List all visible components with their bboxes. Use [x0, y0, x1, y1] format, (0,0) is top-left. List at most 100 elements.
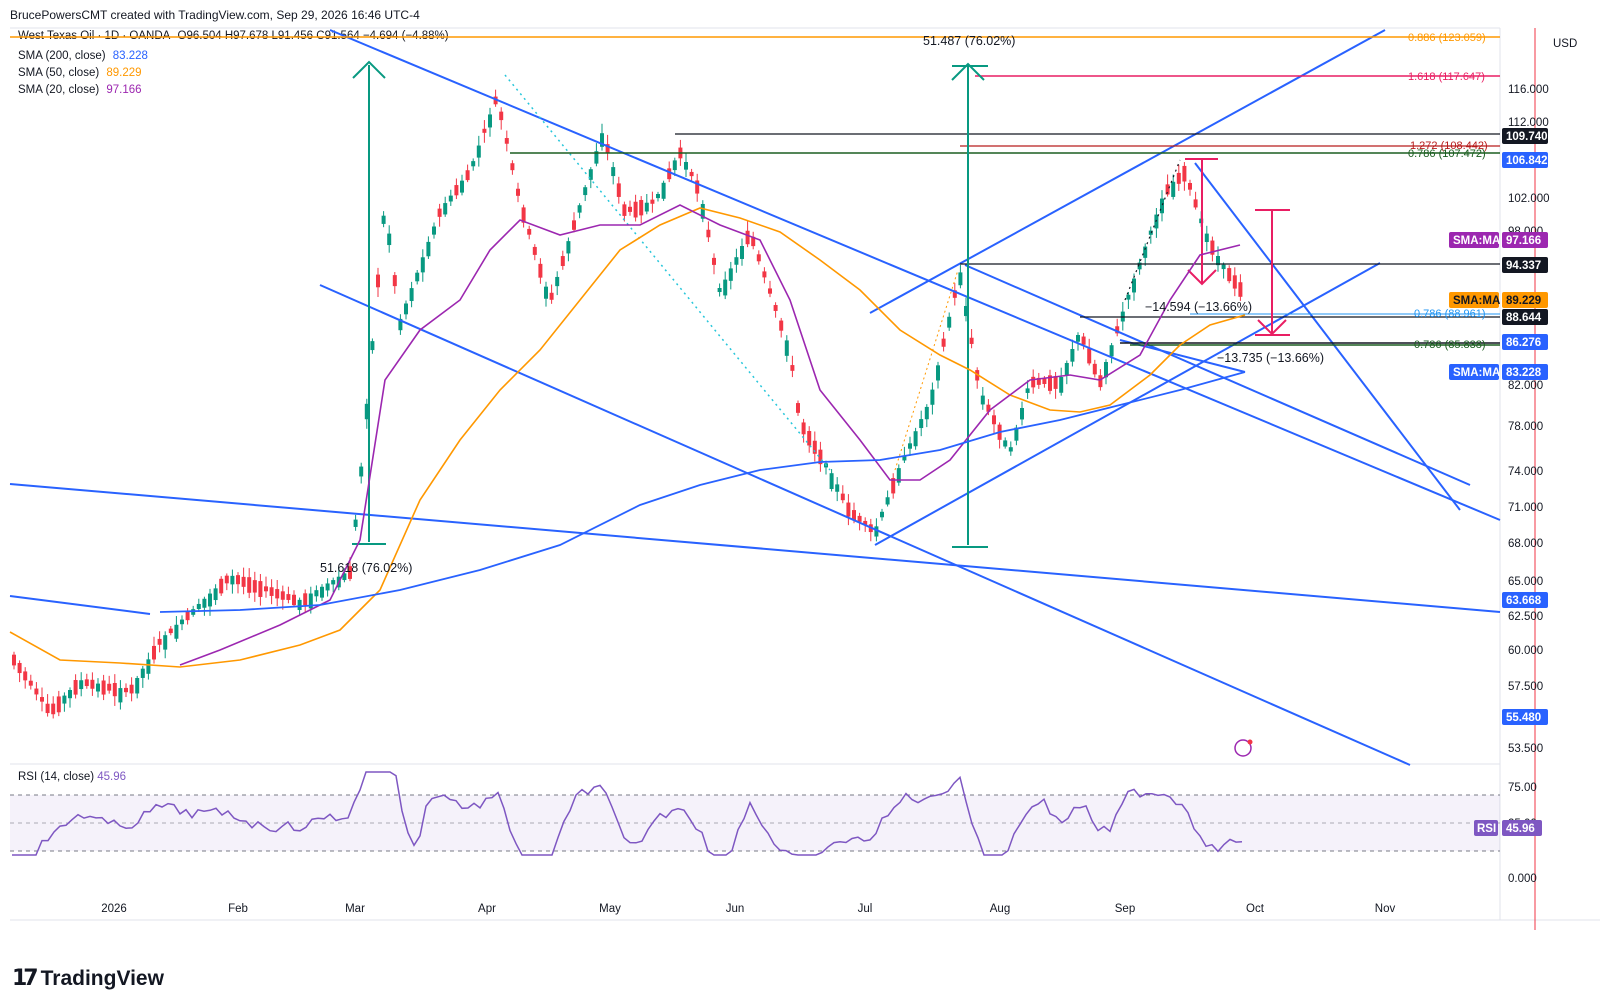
price-tag-label: 106.842	[1506, 155, 1548, 167]
candle-body	[264, 586, 268, 592]
candle-body	[706, 229, 711, 238]
candle-body	[1014, 427, 1019, 441]
rsi-legend[interactable]: RSI (14, close) 45.96	[18, 771, 126, 783]
candle-body	[952, 290, 957, 298]
candle-body	[980, 395, 985, 405]
candle-body	[1008, 447, 1013, 452]
candle-body	[252, 580, 257, 593]
rsi-label: RSI (14, close)	[18, 771, 95, 783]
candle-body	[286, 594, 291, 600]
candle-body	[432, 226, 436, 235]
candle-body	[101, 680, 106, 695]
candle-body	[297, 599, 302, 611]
candle-body	[784, 340, 789, 356]
candle-body	[62, 695, 67, 704]
candle-body	[717, 288, 722, 293]
candle-body	[695, 180, 700, 194]
measure-left-label: 51.618 (76.02%)	[320, 561, 412, 575]
candle-body	[1176, 172, 1181, 184]
candle-body	[908, 443, 912, 449]
candle-body	[1081, 336, 1086, 345]
symbol-legend[interactable]: West Texas Oil · 1D · OANDA O96.504 H97.…	[18, 30, 453, 42]
symbol-name[interactable]: West Texas Oil · 1D · OANDA	[18, 30, 171, 42]
candle-body	[420, 257, 425, 273]
price-tick: 82.000	[1508, 380, 1543, 392]
candle-body	[208, 593, 212, 607]
candle-body	[863, 520, 868, 525]
price-tag-label: SMA:MA	[1453, 235, 1500, 247]
rsi-tick: 75.00	[1508, 782, 1537, 794]
candle-body	[476, 145, 481, 158]
price-tick: 112.000	[1508, 117, 1549, 129]
candle-body	[516, 188, 520, 196]
candle-body	[527, 228, 532, 235]
time-tick: Sep	[1115, 903, 1135, 915]
price-tick: 78.000	[1508, 421, 1543, 433]
candle-body	[818, 449, 823, 465]
candle-body	[398, 318, 403, 331]
price-tag-value: 89.229	[1506, 295, 1541, 307]
candle-body	[594, 151, 599, 164]
candle-body	[308, 593, 313, 609]
candle-body	[196, 603, 201, 610]
candle-body	[1193, 199, 1198, 208]
candle-body	[745, 230, 750, 245]
fib-786-low-label: 0.786 (85.838)	[1414, 339, 1486, 351]
candle-body	[1204, 233, 1209, 243]
candle-body	[1210, 240, 1215, 255]
sma20-legend[interactable]: SMA (20, close) 97.166	[18, 84, 146, 96]
price-tag-label: 63.668	[1506, 595, 1542, 607]
price-tag-label: 88.644	[1506, 312, 1542, 324]
price-tick: 71.000	[1508, 502, 1543, 514]
candle-body	[611, 167, 616, 177]
candle-body	[566, 241, 571, 254]
candle-body	[790, 365, 795, 371]
candle-body	[1003, 440, 1008, 447]
price-tag-bg	[1502, 364, 1548, 380]
sma20-label: SMA (20, close)	[18, 84, 100, 96]
rsi-pane[interactable]	[10, 771, 1500, 856]
candle-body	[1076, 335, 1080, 342]
candle-body	[1048, 375, 1052, 391]
candle-body	[913, 431, 918, 447]
candle-body	[404, 303, 408, 315]
candle-body	[342, 573, 347, 581]
candle-body	[1238, 282, 1243, 297]
candle-body	[112, 683, 117, 697]
price-tag-label: SMA:MA	[1453, 295, 1500, 307]
candle-body	[1031, 376, 1036, 388]
candle-body	[538, 263, 543, 278]
candle-body	[891, 478, 896, 494]
candle-body	[443, 203, 448, 215]
price-tag-bg	[1502, 257, 1548, 273]
candle-body	[140, 668, 145, 678]
candle-body	[992, 415, 996, 425]
candle-body	[241, 576, 246, 587]
candle-body	[1132, 278, 1136, 293]
candle-body	[1148, 230, 1153, 235]
candle-body	[84, 679, 89, 687]
trendline-mid-descending	[964, 264, 1471, 486]
time-tick: Jun	[726, 903, 745, 915]
candle-body	[1042, 378, 1047, 384]
candle-body	[605, 144, 610, 153]
sma50-legend[interactable]: SMA (50, close) 89.229	[18, 67, 146, 79]
candle-body	[320, 586, 324, 598]
candle-body	[801, 422, 806, 435]
candle-body	[275, 589, 280, 599]
candle-body	[600, 133, 604, 147]
candle-body	[656, 194, 660, 199]
candle-body	[146, 659, 151, 674]
sma200-legend[interactable]: SMA (200, close) 83.228	[18, 50, 152, 62]
time-tick: Mar	[345, 903, 365, 915]
price-tag-bg	[1502, 292, 1548, 308]
candle-body	[314, 590, 319, 597]
tradingview-logo[interactable]: 17 TradingView	[12, 966, 164, 991]
candle-body	[796, 403, 800, 413]
trendline-upper-channel	[329, 29, 1501, 521]
candle-body	[202, 598, 207, 608]
time-tick: Jul	[858, 903, 873, 915]
candle-body	[1171, 181, 1176, 197]
currency-label[interactable]: USD	[1553, 38, 1578, 50]
